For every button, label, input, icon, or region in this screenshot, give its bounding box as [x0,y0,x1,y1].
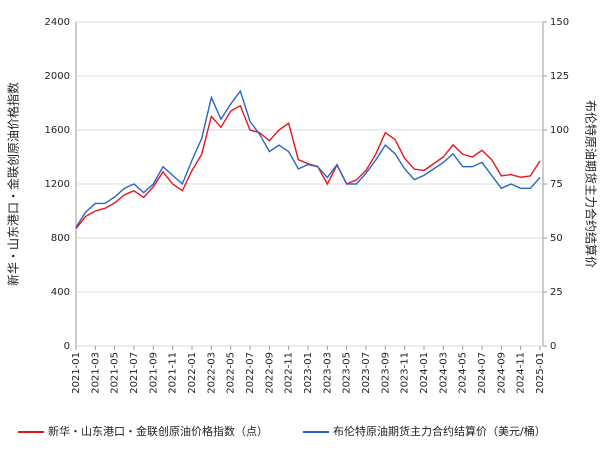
x-tick-label: 2022-05 [226,352,237,394]
series-line [75,89,541,228]
x-tick-label: 2024-11 [516,352,527,394]
y-tick-label: 1600 [45,125,70,136]
x-tick-label: 2023-01 [303,352,314,394]
x-tick-label: 2023-11 [400,352,411,394]
y2-tick-label: 150 [550,17,569,28]
x-tick-label: 2021-11 [168,352,179,394]
legend-label: 布伦特原油期货主力合约结算价（美元/桶） [333,424,546,438]
y-tick-label: 1200 [45,179,70,190]
x-tick-label: 2023-09 [380,352,391,394]
y2-tick-label: 75 [550,179,563,190]
y-tick-label: 0 [64,341,70,352]
y2-tick-label: 125 [550,71,569,82]
x-tick-label: 2021-09 [148,352,159,394]
x-tick-label: 2023-07 [361,352,372,394]
legend-label: 新华・山东港口・金联创原油价格指数（点） [48,424,268,438]
y-tick-label: 800 [51,233,70,244]
y-tick-label: 2000 [45,71,70,82]
x-tick-label: 2024-03 [438,352,449,394]
y2-tick-label: 100 [550,125,569,136]
x-tick-label: 2021-03 [90,352,101,394]
x-tick-label: 2021-05 [110,352,121,394]
x-tick-label: 2022-03 [206,352,217,394]
x-tick-label: 2024-01 [419,352,430,394]
y2-tick-label: 50 [550,233,563,244]
y2-axis-label: 布伦特原油期货主力合约结算价 [584,100,599,268]
y-tick-label: 400 [51,287,70,298]
y-axis-label: 新华・山东港口・金联创原油价格指数 [6,82,21,286]
x-tick-label: 2025-01 [535,352,546,394]
y2-tick-label: 25 [550,287,563,298]
y2-tick-label: 0 [550,341,556,352]
x-tick-label: 2024-07 [477,352,488,394]
x-tick-label: 2024-09 [496,352,507,394]
x-tick-label: 2023-03 [322,352,333,394]
x-tick-label: 2022-11 [284,352,295,394]
x-tick-label: 2021-07 [129,352,140,394]
x-tick-label: 2022-09 [264,352,275,394]
x-tick-label: 2024-05 [458,352,469,394]
x-tick-label: 2022-07 [245,352,256,394]
x-tick-label: 2023-05 [342,352,353,394]
series-line [75,104,541,229]
x-tick-label: 2021-01 [71,352,82,394]
y-tick-label: 2400 [45,17,70,28]
x-tick-label: 2022-01 [187,352,198,394]
